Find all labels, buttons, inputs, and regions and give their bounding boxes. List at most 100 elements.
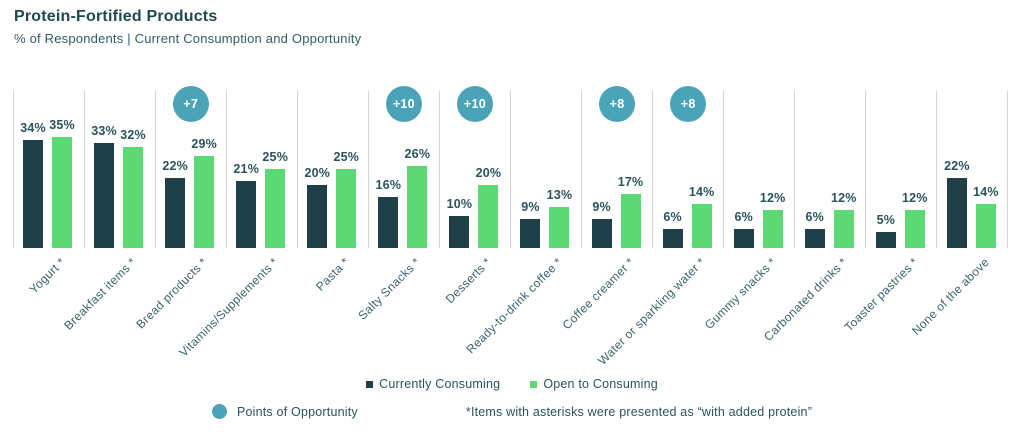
opportunity-badge: +10 <box>385 86 422 122</box>
bar-currently-consuming <box>662 229 683 248</box>
bar-open-to-consuming <box>407 166 428 248</box>
bar-value-label: 26% <box>404 147 431 161</box>
open-to-consuming-swatch-icon <box>530 380 538 388</box>
bar-currently-consuming <box>23 140 43 248</box>
bar-currently-consuming <box>520 219 541 248</box>
opportunity-badge: +8 <box>599 86 636 122</box>
bar-currently-consuming <box>804 229 825 248</box>
divider-line <box>652 91 654 248</box>
bar-value-label: 29% <box>191 137 217 151</box>
opportunity-badge: +8 <box>670 86 707 122</box>
bar-value-label: 32% <box>120 128 146 142</box>
bar-open-to-consuming <box>904 210 925 248</box>
bar-value-label: 9% <box>592 200 611 214</box>
divider-line <box>865 91 867 248</box>
bar-value-label: 34% <box>20 121 46 135</box>
divider-line <box>581 91 583 248</box>
bar-value-label: 13% <box>546 188 573 202</box>
bar-value-label: 14% <box>973 185 999 199</box>
category-label: Desserts * <box>443 255 495 307</box>
footnote-row: Points of Opportunity *Items with asteri… <box>0 404 1024 419</box>
category-label: Gummy snacks * <box>701 255 779 332</box>
currently-consuming-swatch-icon <box>366 380 374 388</box>
category-label: Coffee creamer * <box>559 255 637 333</box>
points-of-opportunity-key: Points of Opportunity <box>211 404 358 419</box>
bar-value-label: 17% <box>617 175 644 189</box>
bar-value-label: 20% <box>304 166 331 180</box>
divider-line <box>12 91 14 248</box>
legend-label: Currently Consuming <box>379 377 501 391</box>
bar-open-to-consuming <box>194 156 215 248</box>
bar-value-label: 14% <box>688 185 715 199</box>
bar-value-label: 25% <box>262 150 289 164</box>
legend-label: Open to Consuming <box>543 377 658 391</box>
divider-line <box>83 91 85 248</box>
category-label: Pasta * <box>313 255 353 294</box>
bar-open-to-consuming <box>123 147 144 248</box>
legend-item-open-to-consuming: Open to Consuming <box>530 377 658 391</box>
bar-currently-consuming <box>875 232 896 248</box>
bar-value-label: 21% <box>233 162 260 176</box>
bar-value-label: 20% <box>475 166 502 180</box>
bar-value-label: 9% <box>521 200 540 214</box>
divider-line <box>509 91 511 248</box>
chart-subtitle: % of Respondents | Current Consumption a… <box>14 31 362 46</box>
bar-value-label: 22% <box>944 159 970 173</box>
bar-currently-consuming <box>378 197 399 248</box>
divider-line <box>154 91 156 248</box>
bar-value-label: 12% <box>830 191 857 205</box>
divider-line <box>936 91 938 248</box>
opportunity-badge: +10 <box>456 86 493 122</box>
bar-open-to-consuming <box>52 137 72 248</box>
legend-item-currently-consuming: Currently Consuming <box>366 377 500 391</box>
chart-title: Protein-Fortified Products <box>14 8 218 25</box>
category-label: Ready-to-drink coffee * <box>463 255 566 357</box>
bar-currently-consuming <box>94 143 115 248</box>
points-of-opportunity-label: Points of Opportunity <box>236 404 358 419</box>
bar-currently-consuming <box>307 185 328 248</box>
bar-value-label: 6% <box>734 210 753 224</box>
opportunity-badge: +7 <box>172 86 209 122</box>
bar-open-to-consuming <box>620 194 641 248</box>
legend: Currently Consuming Open to Consuming <box>0 377 1024 391</box>
category-label: Carbonated drinks * <box>760 255 850 344</box>
divider-line <box>438 91 440 248</box>
bar-value-label: 12% <box>759 191 786 205</box>
bar-value-label: 25% <box>333 150 360 164</box>
category-label: Vitamins/Supplements * <box>176 255 282 360</box>
bar-open-to-consuming <box>975 204 996 248</box>
divider-line <box>794 91 796 248</box>
bar-open-to-consuming <box>549 207 570 248</box>
bar-currently-consuming <box>449 216 470 248</box>
category-label: Water or sparkling water * <box>594 255 708 368</box>
bar-currently-consuming <box>236 181 257 248</box>
bar-value-label: 33% <box>91 124 117 138</box>
divider-line <box>367 91 369 248</box>
bar-open-to-consuming <box>265 169 286 248</box>
bar-currently-consuming <box>946 178 967 248</box>
divider-line <box>296 91 298 248</box>
bar-currently-consuming <box>165 178 186 248</box>
bar-currently-consuming <box>733 229 754 248</box>
category-label: Toaster pastries * <box>841 255 921 335</box>
category-label: Bread products * <box>133 255 211 332</box>
bar-open-to-consuming <box>691 204 712 248</box>
category-label: None of the above <box>908 255 992 338</box>
bar-open-to-consuming <box>478 185 499 248</box>
category-label: Breakfast items * <box>61 255 139 333</box>
bar-value-label: 22% <box>162 159 188 173</box>
bar-open-to-consuming <box>336 169 357 248</box>
asterisk-note: *Items with asterisks were presented as … <box>465 404 813 419</box>
bar-value-label: 12% <box>902 191 928 205</box>
bar-open-to-consuming <box>833 210 854 248</box>
divider-line <box>723 91 725 248</box>
bar-value-label: 10% <box>446 197 473 211</box>
opportunity-dot-icon <box>211 404 227 419</box>
bar-value-label: 6% <box>805 210 824 224</box>
bar-open-to-consuming <box>762 210 783 248</box>
bar-value-label: 16% <box>375 178 402 192</box>
bar-value-label: 6% <box>663 210 682 224</box>
bar-value-label: 35% <box>49 118 75 132</box>
